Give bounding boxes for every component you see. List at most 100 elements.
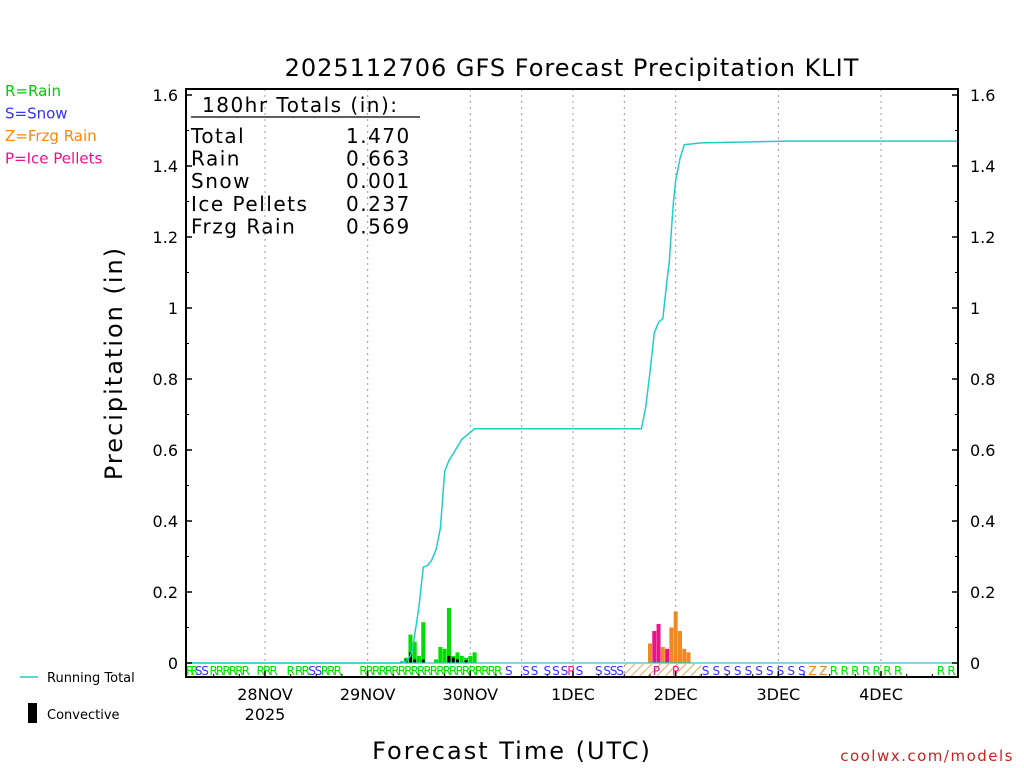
bottom-legend: Running Total Convective [20, 671, 135, 723]
ptype-letter: R [216, 664, 224, 678]
totals-row-value: 0.001 [346, 169, 411, 193]
y-tick-label: 1.6 [153, 86, 178, 105]
x-tick-label: 3DEC [756, 685, 800, 704]
ptype-letter: R [378, 664, 386, 678]
convective-bar [456, 659, 459, 663]
convective-bar [413, 659, 417, 663]
ptype-letter: R [468, 664, 476, 678]
ptype-letter: P [653, 664, 660, 678]
x-tick-label: 1DEC [551, 685, 595, 704]
ptype-letter: R [263, 664, 271, 678]
convective-bar [421, 659, 425, 663]
ptype-letter: S [745, 664, 753, 678]
x-axis-label: Forecast Time (UTC) [372, 737, 652, 765]
y-tick-label-right: 1 [970, 299, 980, 318]
ptype-letter: R [436, 664, 444, 678]
totals-row-label: Frzg Rain [191, 214, 296, 238]
rain-bar [455, 652, 460, 663]
y-axis-ticks: 0 0 0.2 0.2 0.4 0.4 0.6 0.6 0.8 0.8 1 1 1.2 1.2 1.4 1.4… [153, 86, 996, 673]
ptype-letter: R [398, 664, 406, 678]
ice-pellet-bar [652, 631, 657, 663]
ptype-letter: S [723, 664, 731, 678]
ptype-letter: R [475, 664, 483, 678]
ptype-letter: R [222, 664, 230, 678]
running-total-line [188, 140, 958, 664]
ptype-letter: R [862, 664, 870, 678]
ptype-legend: R=Rain S=Snow Z=Frzg Rain P=Ice Pellets [5, 82, 102, 168]
y-tick-label-right: 0.2 [970, 583, 995, 602]
ptype-letter: R [488, 664, 496, 678]
ptype-letter: S [195, 664, 203, 678]
y-tick-label: 0.2 [153, 583, 178, 602]
rain-bar [417, 655, 421, 663]
ptype-letter: S [552, 664, 560, 678]
legend-entry: P=Ice Pellets [5, 150, 102, 168]
frzg-rain-bar [682, 648, 687, 663]
ptype-letter: S [777, 664, 785, 678]
running-total-label: Running Total [47, 671, 135, 686]
ptype-letter: R [851, 664, 859, 678]
convective-swatch [28, 703, 37, 723]
ptype-letter: R [190, 664, 198, 678]
ice-pellet-bar [665, 648, 670, 663]
y-tick-label-right: 0.4 [970, 512, 995, 531]
credit-text: coolwx.com/models [840, 747, 1014, 765]
frzg-rain-bar [660, 647, 665, 663]
frzg-rain-bar [669, 627, 674, 663]
frzg-rain-bar [648, 643, 652, 663]
x-tick-label: 29NOV [340, 685, 396, 704]
ptype-letter: R [455, 664, 463, 678]
ptype-letter: S [755, 664, 763, 678]
ptype-letter: R [327, 664, 335, 678]
ptype-letter: S [712, 664, 720, 678]
ptype-letter: R [235, 664, 243, 678]
rain-bar [446, 607, 451, 663]
ptype-letter: R [372, 664, 380, 678]
y-tick-label: 0.6 [153, 441, 178, 460]
ptype-letter: S [505, 664, 513, 678]
ptype-letter: R [301, 664, 309, 678]
ptype-letter: R [894, 664, 902, 678]
rain-bar [468, 655, 473, 663]
frzg-rain-bar [673, 611, 678, 663]
totals-box: 180hr Totals (in): Total 1.470 Rain 0.663 Sn… [190, 93, 420, 238]
ptype-letter: S [522, 664, 530, 678]
y-tick-label: 1.2 [153, 228, 178, 247]
rain-bar [442, 648, 447, 663]
ptype-letter: R [257, 664, 265, 678]
ptype-letter: R [242, 664, 250, 678]
ptype-letter: S [603, 664, 611, 678]
ptype-letter: S [315, 664, 323, 678]
ptype-letter: R [873, 664, 881, 678]
x-tick-label: 28NOV [237, 685, 293, 704]
y-axis-label: Precipitation (in) [100, 246, 128, 480]
ptype-letter: S [702, 664, 710, 678]
totals-row-label: Rain [191, 147, 241, 171]
y-tick-label-right: 1.6 [970, 86, 995, 105]
ptype-letter: R [404, 664, 412, 678]
ptype-letter: R [269, 664, 277, 678]
totals-header: 180hr Totals (in): [202, 93, 399, 117]
ptype-letter: R [359, 664, 367, 678]
ptype-letter: R [321, 664, 329, 678]
x-tick-sublabel: 2025 [245, 705, 286, 724]
y-tick-label: 0 [168, 654, 178, 673]
frzg-rain-bar [677, 631, 682, 663]
totals-row-label: Snow [191, 169, 251, 193]
ptype-letter: S [201, 664, 209, 678]
ptype-letter: R [334, 664, 342, 678]
frzg-rain-bar [686, 652, 691, 663]
ptype-letter: R [417, 664, 425, 678]
ptype-letter: R [286, 664, 294, 678]
ptype-letter: R [229, 664, 237, 678]
x-tick-label: 30NOV [443, 685, 499, 704]
x-tick-label: 2DEC [654, 685, 698, 704]
y-tick-label: 1 [168, 299, 178, 318]
y-tick-label-right: 1.4 [970, 157, 995, 176]
ptype-letter: R [830, 664, 838, 678]
ptype-letter: S [610, 664, 618, 678]
ptype-letter: R [423, 664, 431, 678]
ptype-letter: S [308, 664, 316, 678]
